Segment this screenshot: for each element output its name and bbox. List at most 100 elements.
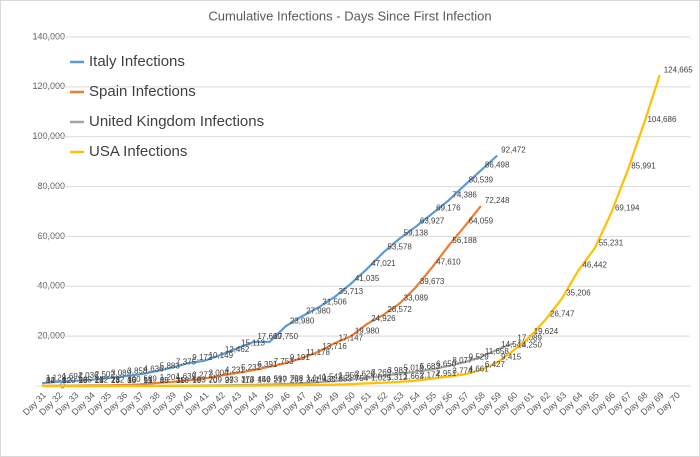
data-label: 85 — [160, 376, 169, 385]
data-label: 3,089 — [111, 368, 132, 377]
data-label: 31,506 — [322, 298, 347, 307]
data-label: 165 — [79, 376, 93, 385]
data-label: 118 — [241, 376, 254, 385]
data-label: 72,248 — [485, 196, 510, 205]
data-label: 7,375 — [176, 358, 197, 367]
data-label: 15,113 — [241, 338, 265, 347]
data-label: 4,636 — [144, 365, 165, 374]
data-label: 754 — [355, 374, 369, 383]
data-label: 1,543 — [322, 372, 343, 381]
data-label: 84 — [46, 376, 55, 385]
legend-label: Spain Infections — [89, 83, 196, 100]
chart-title: Cumulative Infections - Days Since First… — [208, 8, 491, 23]
data-label: 13 — [95, 376, 104, 385]
data-label: 120 — [62, 376, 76, 385]
data-label: 2,502 — [95, 370, 116, 379]
y-tick-label: 100,000 — [32, 131, 65, 141]
data-label: 8 — [46, 376, 51, 385]
data-label: 3,858 — [127, 366, 148, 375]
data-label: 33,089 — [404, 294, 429, 303]
data-label: 85,991 — [631, 162, 656, 171]
data-label: 35,713 — [339, 287, 364, 296]
data-label: 10,149 — [209, 351, 234, 360]
data-label: 261 — [290, 375, 304, 384]
data-label: 9,191 — [290, 353, 311, 362]
data-label: 8,077 — [452, 356, 473, 365]
data-label: 400 — [127, 375, 141, 384]
data-label: 63,927 — [420, 217, 445, 226]
data-label: 13,716 — [322, 342, 347, 351]
data-label: 798 — [290, 374, 304, 383]
data-label: 373 — [241, 375, 255, 384]
data-label: 47,021 — [371, 259, 396, 268]
data-label: 13 — [79, 376, 88, 385]
data-label: 149 — [257, 376, 271, 385]
series-line — [41, 154, 498, 385]
data-label: 19,980 — [355, 326, 380, 335]
y-tick-label: 60,000 — [37, 231, 65, 241]
y-tick-label: 120,000 — [32, 81, 65, 91]
data-label: 590 — [274, 375, 288, 384]
data-label: 163 — [192, 376, 206, 385]
legend-label: USA Infections — [89, 143, 187, 160]
data-label: 1,140 — [306, 373, 327, 382]
data-label: 92,472 — [501, 146, 526, 155]
data-label: 14,543 — [501, 340, 526, 349]
y-tick-label: 140,000 — [32, 31, 65, 41]
data-label: 6,427 — [485, 360, 506, 369]
data-label: 2,277 — [192, 370, 213, 379]
data-label: 99 — [225, 376, 234, 385]
data-label: 3,983 — [387, 366, 408, 375]
data-label: 17,750 — [274, 332, 299, 341]
data-label: 217 — [274, 376, 288, 385]
data-label: 69,194 — [615, 204, 640, 213]
data-label: 80,539 — [469, 175, 494, 184]
data-label: 1,025 — [371, 374, 392, 383]
data-label: 1,639 — [176, 372, 197, 381]
data-label: 35 — [176, 376, 185, 385]
data-label: 1,663 — [404, 372, 425, 381]
data-label: 47,610 — [436, 257, 461, 266]
data-label: 56,188 — [452, 236, 477, 245]
data-label: 23,980 — [290, 316, 315, 325]
y-tick-label: 40,000 — [37, 281, 65, 291]
data-label: 4,661 — [469, 364, 490, 373]
data-label: 15 — [127, 376, 136, 385]
data-label: 3,004 — [209, 369, 230, 378]
data-label: 59 — [192, 376, 201, 385]
data-label: 6,650 — [436, 360, 457, 369]
data-label: 74,386 — [452, 191, 477, 200]
data-label: 69,176 — [436, 204, 461, 213]
data-label: 17,147 — [339, 333, 364, 342]
data-label: 9 — [79, 376, 84, 385]
data-label: 124,665 — [664, 65, 693, 74]
data-label: 23 — [111, 376, 120, 385]
data-label: 273 — [225, 375, 239, 384]
data-label: 17,660 — [257, 332, 282, 341]
data-label: 1,950 — [339, 371, 360, 380]
data-label: 589 — [144, 375, 158, 384]
legend-label: United Kingdom Infections — [89, 113, 264, 130]
data-label: 28,572 — [387, 305, 412, 314]
data-label: 104,686 — [647, 115, 676, 124]
data-label: 55,231 — [599, 238, 624, 247]
data-label: 553 — [339, 375, 353, 384]
y-tick-label: 20,000 — [37, 331, 65, 341]
data-label: 53,578 — [387, 243, 412, 252]
data-label: 27,980 — [306, 306, 331, 315]
data-label: 35,206 — [566, 288, 591, 297]
data-label: 11,178 — [306, 348, 330, 357]
data-label: 1,128 — [46, 373, 67, 382]
data-label: 70 — [209, 376, 218, 385]
data-label: 51 — [144, 376, 153, 385]
data-label: 9,172 — [192, 353, 213, 362]
data-label: 24,926 — [371, 314, 396, 323]
data-label: 456 — [257, 375, 271, 384]
data-label: 14 — [95, 376, 104, 385]
data-label: 5,883 — [160, 361, 181, 370]
data-label: 209 — [209, 376, 223, 385]
data-label: 11,658 — [485, 347, 509, 356]
data-label: 5,683 — [420, 362, 441, 371]
data-label: 435 — [322, 375, 336, 384]
